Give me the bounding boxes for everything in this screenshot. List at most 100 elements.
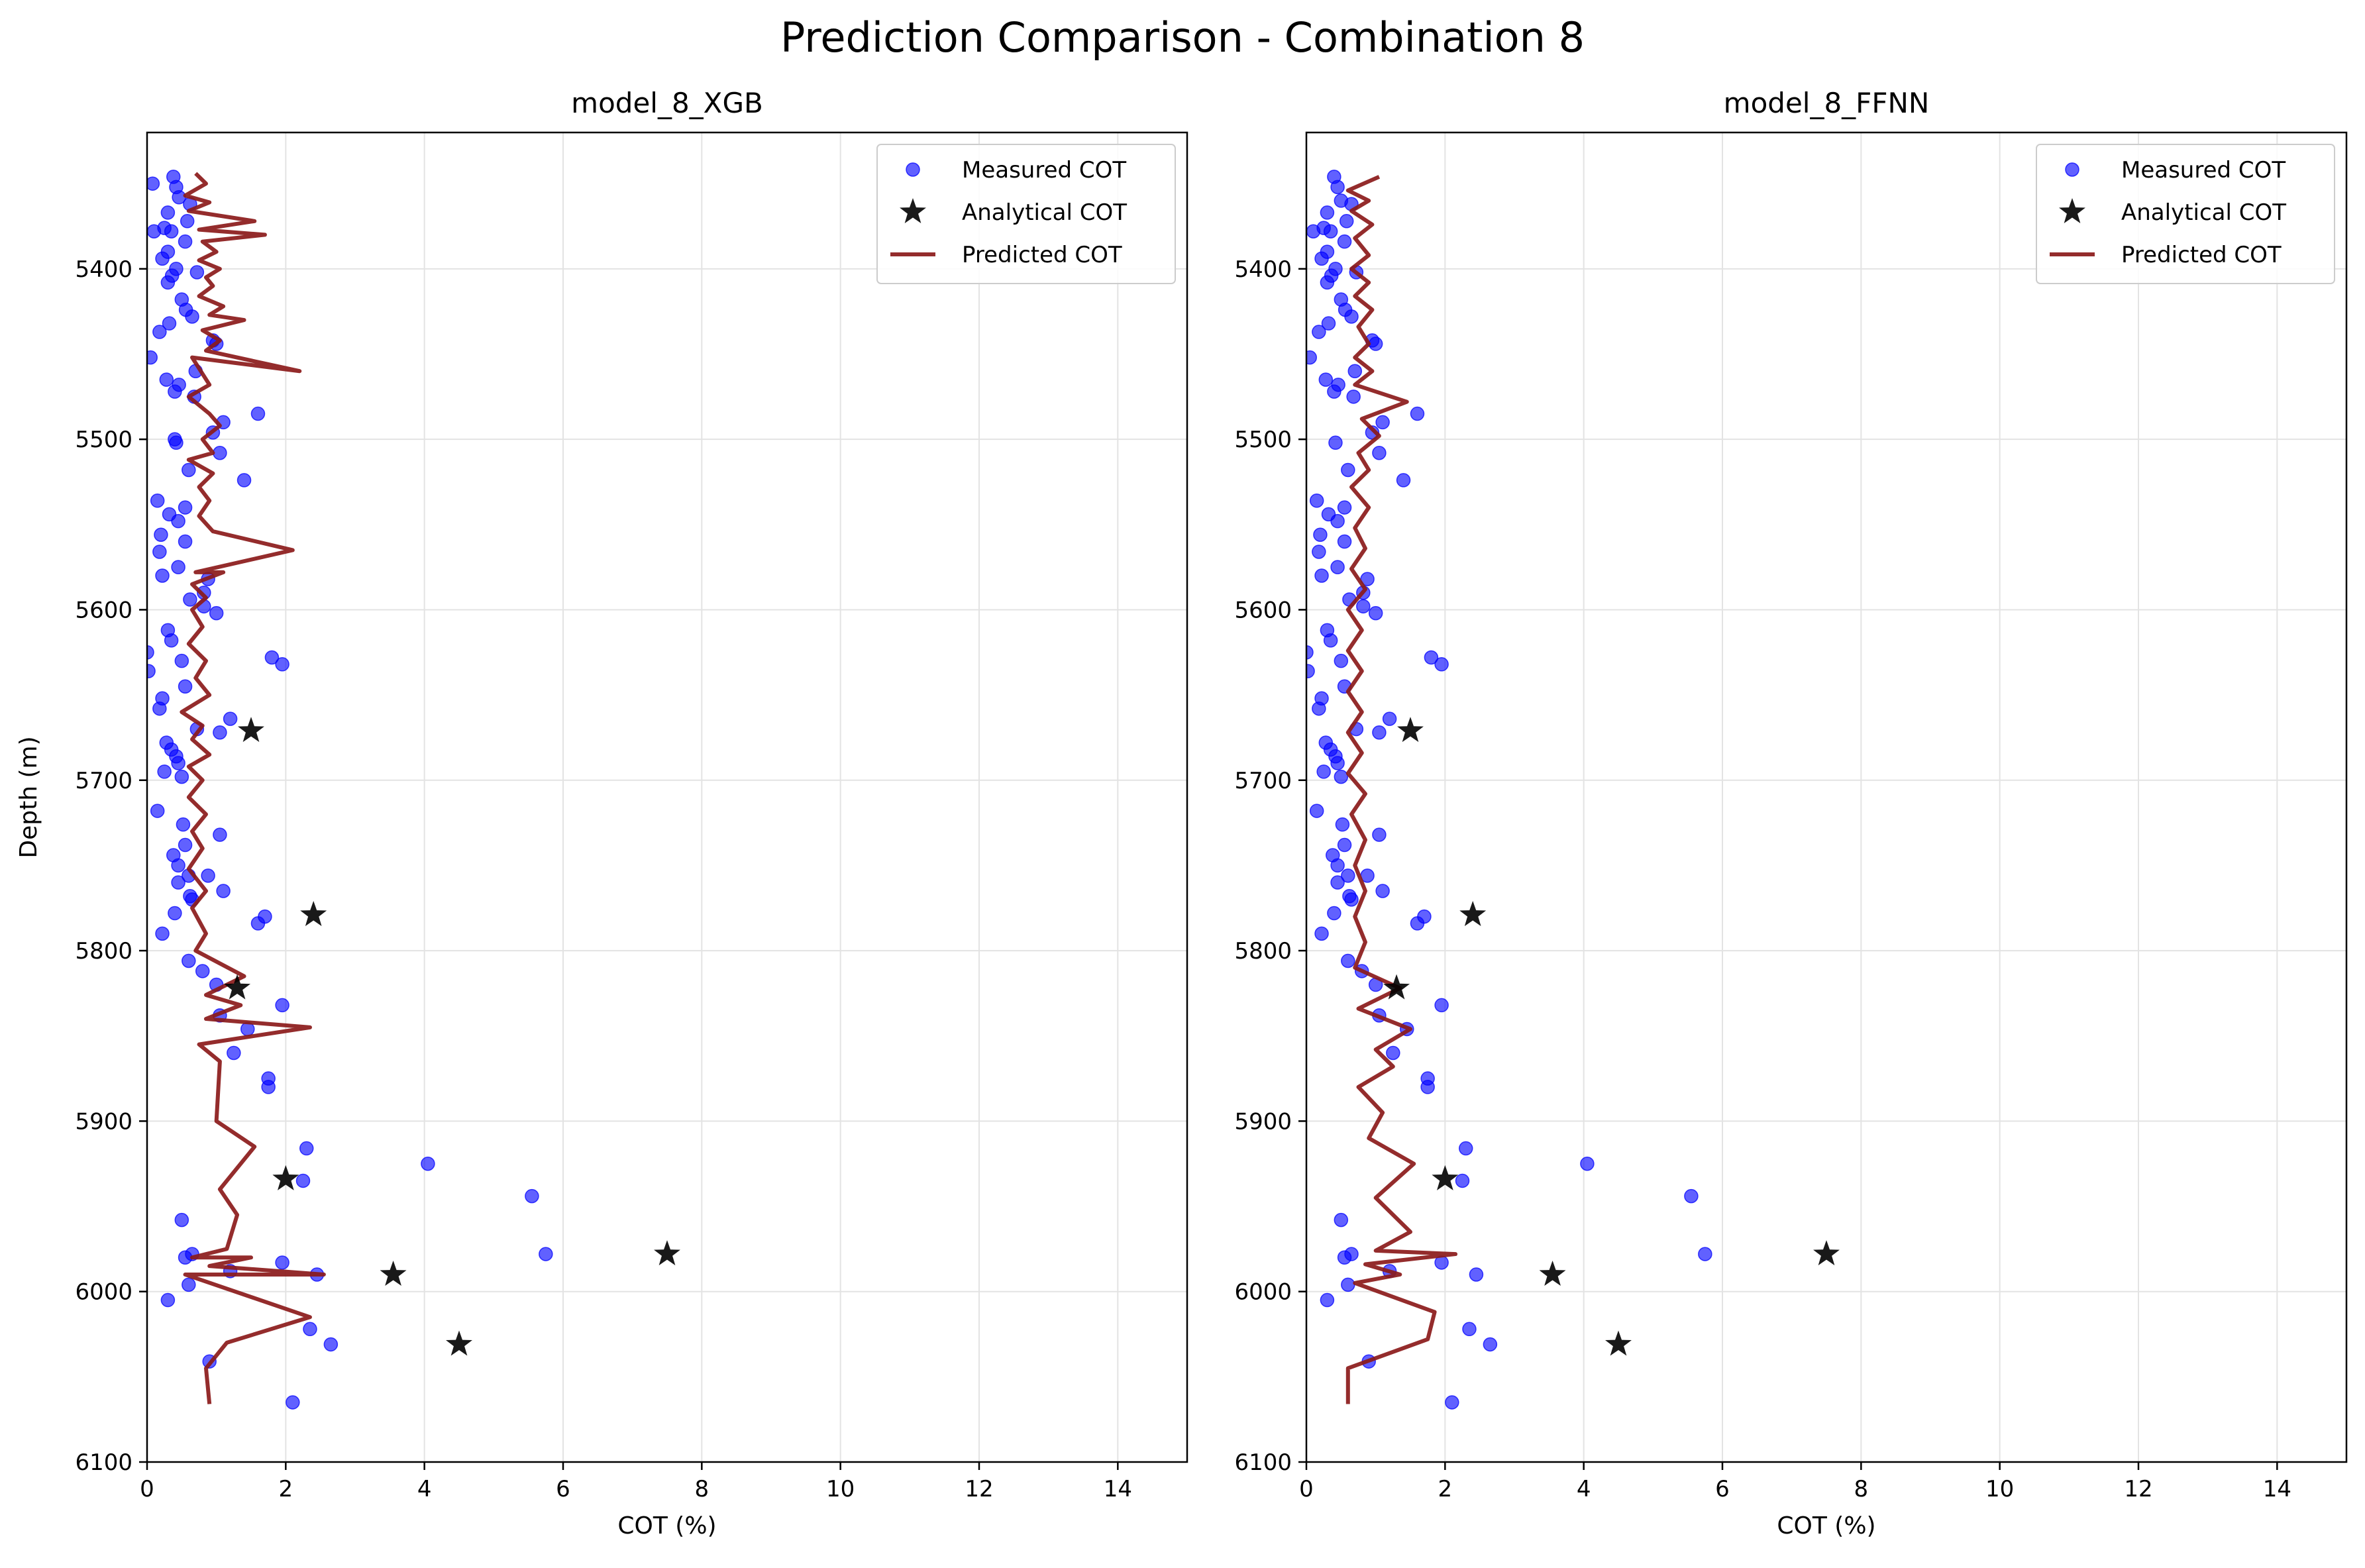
measured-cot-point bbox=[1320, 275, 1335, 290]
analytical-cot-point bbox=[380, 1260, 407, 1286]
measured-cot-point bbox=[147, 176, 160, 191]
measured-cot-point bbox=[1327, 906, 1341, 921]
axes-frame bbox=[1305, 131, 2348, 1463]
measured-cot-point bbox=[201, 868, 215, 883]
measured-cot-point bbox=[261, 1080, 276, 1094]
measured-cot-point bbox=[1312, 545, 1326, 559]
analytical-cot-point bbox=[446, 1330, 472, 1356]
y-tick-label: 5400 bbox=[1234, 256, 1292, 283]
measured-cot-point bbox=[227, 1045, 241, 1061]
measured-cot-point bbox=[303, 1322, 317, 1337]
measured-cot-point bbox=[1330, 513, 1345, 529]
measured-cot-point bbox=[1314, 251, 1329, 266]
y-tick-label: 6100 bbox=[1234, 1449, 1292, 1476]
measured-cot-point bbox=[1328, 435, 1343, 450]
measured-cot-point bbox=[150, 494, 165, 508]
measured-cot-point bbox=[147, 224, 162, 238]
measured-cot-point bbox=[275, 657, 289, 672]
measured-cot-point bbox=[160, 275, 176, 290]
measured-cot-point bbox=[213, 725, 227, 740]
measured-cot-point bbox=[1306, 664, 1315, 678]
measured-cot-point bbox=[171, 756, 185, 770]
measured-cot-point bbox=[174, 1212, 189, 1228]
measured-cot-point bbox=[236, 473, 252, 488]
measured-cot-point bbox=[160, 205, 176, 220]
analytical-cot-point bbox=[238, 717, 264, 743]
predicted-cot-line bbox=[180, 172, 326, 1404]
legend: Measured COT Analytical COT Predicted COT bbox=[876, 144, 1176, 284]
measured-cot-point bbox=[155, 251, 170, 266]
measured-cot-point bbox=[1382, 711, 1397, 726]
x-tick-label: 8 bbox=[695, 1476, 710, 1502]
measured-cot-point bbox=[209, 605, 224, 621]
measured-cot-point bbox=[189, 265, 205, 280]
measured-cot-point bbox=[1341, 868, 1355, 883]
measured-cot-point bbox=[171, 513, 185, 529]
measured-cot-point bbox=[1337, 234, 1352, 249]
measured-cot-point bbox=[1372, 445, 1387, 460]
x-tick-label: 4 bbox=[417, 1476, 432, 1502]
chart-panel-ffnn: 0 2 4 6 8 10 12 14 5400 5500 5600 5700 5800 5900 6000 6… bbox=[1234, 87, 2348, 1540]
y-tick-label: 5700 bbox=[75, 768, 132, 794]
measured-cot-point bbox=[1462, 1322, 1477, 1337]
measured-cot-point bbox=[1424, 650, 1439, 665]
measured-cot-point bbox=[1335, 817, 1350, 832]
measured-cot-point bbox=[421, 1156, 435, 1171]
y-tick-label: 5900 bbox=[1234, 1108, 1292, 1135]
measured-cot-point bbox=[162, 316, 177, 331]
analytical-cot-point bbox=[272, 1165, 299, 1190]
analytical-cot-point bbox=[224, 974, 251, 1000]
y-tick-label: 5700 bbox=[1234, 768, 1292, 794]
measured-cot-point bbox=[1347, 364, 1363, 378]
measured-cot-point bbox=[1330, 560, 1345, 574]
measured-cot-point bbox=[1420, 1080, 1435, 1094]
measured-cot-point bbox=[164, 633, 179, 648]
measured-cot-point bbox=[1483, 1337, 1498, 1352]
measured-cot-point bbox=[286, 1395, 300, 1410]
measured-cot-point bbox=[1410, 916, 1425, 931]
x-tick-label: 14 bbox=[1104, 1476, 1132, 1502]
x-axis-ticks: 0 2 4 6 8 10 12 14 bbox=[140, 1462, 1132, 1502]
legend-box bbox=[2036, 144, 2335, 284]
measured-cot-point bbox=[160, 1292, 176, 1308]
measured-cot-point bbox=[157, 764, 172, 779]
y-tick-label: 5600 bbox=[75, 597, 132, 623]
measured-cot-point bbox=[1368, 337, 1383, 351]
measured-cot-point bbox=[1312, 325, 1326, 339]
measured-cot-point bbox=[1346, 390, 1361, 404]
y-axis-ticks: 5400 5500 5600 5700 5800 5900 6000 6100 bbox=[75, 256, 147, 1476]
y-tick-label: 5800 bbox=[75, 938, 132, 965]
measured-cot-point bbox=[1434, 657, 1449, 672]
measured-cot-point bbox=[1337, 534, 1352, 549]
measured-cot-point bbox=[1372, 827, 1387, 842]
measured-cot-point bbox=[295, 1173, 311, 1188]
measured-cot-point bbox=[1356, 599, 1371, 614]
x-tick-label: 2 bbox=[279, 1476, 293, 1502]
measured-cot-point bbox=[213, 445, 227, 460]
measured-cot-point bbox=[1320, 1292, 1335, 1308]
measured-cot-point bbox=[1316, 764, 1331, 779]
y-tick-label: 5900 bbox=[75, 1108, 132, 1135]
measured-cot-point bbox=[1334, 1212, 1349, 1228]
measured-cot-point bbox=[1323, 633, 1338, 648]
legend-marker-measured bbox=[2065, 162, 2079, 177]
measured-cot-point bbox=[152, 701, 167, 716]
legend: Measured COT Analytical COT Predicted COT bbox=[2036, 144, 2335, 284]
axes-frame bbox=[146, 131, 1188, 1463]
legend-label-predicted: Predicted COT bbox=[962, 242, 1122, 268]
analytical-cot-point bbox=[1459, 901, 1487, 927]
measured-cot-point bbox=[1339, 214, 1354, 229]
measured-cot-point bbox=[1386, 1045, 1400, 1061]
measured-cot-point bbox=[1330, 858, 1345, 873]
measured-cot-point bbox=[1309, 494, 1324, 508]
measured-cot-point bbox=[152, 325, 167, 339]
measured-cot-point bbox=[1337, 500, 1352, 515]
measured-cot-point bbox=[223, 711, 238, 726]
legend-marker-analytical bbox=[900, 198, 926, 223]
x-axis-ticks: 0 2 4 6 8 10 12 14 bbox=[1299, 1462, 2291, 1502]
x-tick-label: 6 bbox=[556, 1476, 570, 1502]
measured-cot-point bbox=[185, 309, 199, 324]
measured-cot-point bbox=[178, 837, 193, 853]
measured-cot-point bbox=[1458, 1141, 1473, 1156]
